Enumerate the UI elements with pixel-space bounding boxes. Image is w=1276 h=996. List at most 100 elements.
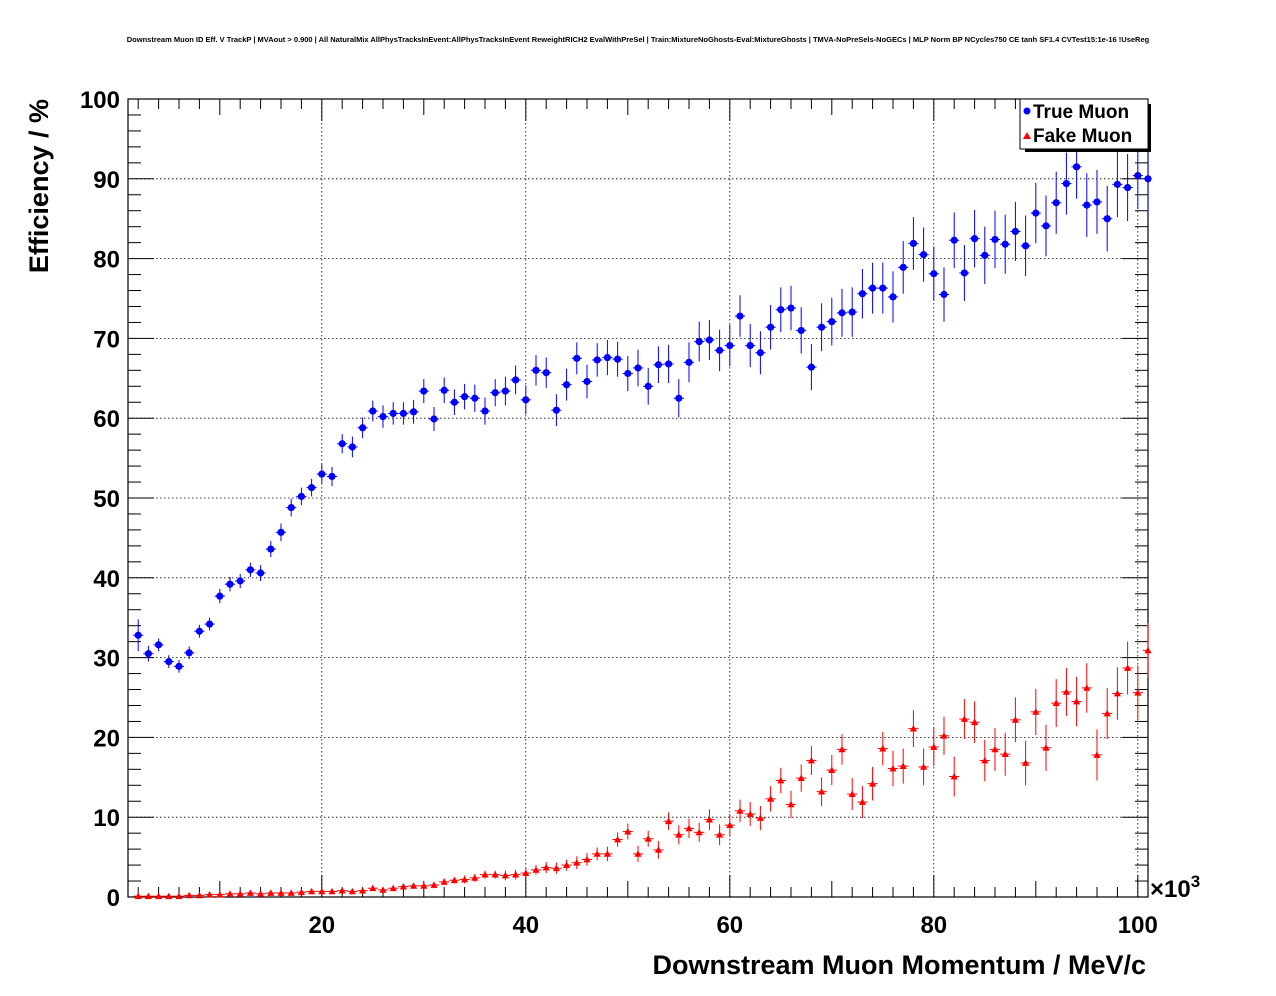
data-point (644, 835, 652, 842)
data-point (624, 369, 632, 378)
data-point (593, 356, 601, 364)
data-point (675, 394, 683, 402)
data-point (461, 875, 469, 883)
data-point (593, 850, 601, 857)
y-axis-title: Efficiency / % (24, 99, 54, 273)
data-point (665, 360, 673, 368)
y-tick-label: 100 (80, 87, 120, 114)
data-point (1073, 163, 1081, 171)
x-tick-label: 40 (512, 912, 539, 939)
data-point (736, 807, 744, 814)
x-tick-label: 80 (920, 912, 947, 939)
data-point (1103, 709, 1111, 717)
data-point (440, 386, 448, 394)
data-point (930, 743, 938, 750)
data-point (552, 406, 561, 414)
data-point (206, 891, 214, 898)
data-point (797, 774, 805, 781)
data-point (399, 409, 407, 418)
data-point (410, 408, 418, 416)
data-point (471, 394, 479, 402)
data-point (185, 649, 193, 657)
data-point (369, 884, 377, 892)
data-point (501, 387, 509, 395)
data-point (461, 393, 469, 401)
data-point (563, 861, 571, 868)
y-tick-label: 60 (93, 406, 120, 433)
data-point (991, 745, 999, 753)
series-true-muon (133, 134, 1152, 673)
y-tick-labels: 0 10 20 30 40 50 60 70 80 90 100 (80, 87, 120, 912)
data-point (797, 326, 805, 335)
data-point (430, 881, 438, 888)
data-point (206, 620, 214, 628)
data-point (603, 850, 611, 857)
data-point (542, 369, 550, 377)
data-point (858, 290, 867, 298)
data-point (879, 744, 887, 752)
data-point (134, 631, 142, 639)
data-point (1001, 750, 1009, 758)
data-point (308, 887, 316, 895)
data-point (807, 363, 816, 371)
data-point (1042, 744, 1050, 751)
data-point (767, 323, 775, 331)
data-point (297, 492, 305, 501)
data-point (644, 382, 652, 390)
data-point (267, 545, 275, 553)
data-point (1144, 175, 1152, 183)
data-point (491, 871, 499, 878)
data-point (624, 827, 632, 835)
data-point (1052, 199, 1060, 207)
data-point (297, 888, 305, 896)
x-axis-multiplier: ×103 (1150, 872, 1200, 903)
legend-box (1019, 98, 1149, 150)
data-point (940, 732, 948, 739)
data-point (1103, 215, 1111, 223)
data-point (818, 323, 826, 331)
data-point (1093, 751, 1101, 758)
y-tick-label: 20 (93, 725, 120, 752)
data-point (246, 566, 254, 574)
data-point (1011, 716, 1019, 723)
data-series (133, 134, 1152, 900)
data-point (909, 239, 918, 248)
data-point (869, 780, 877, 787)
data-point (930, 270, 938, 278)
data-point (583, 377, 591, 386)
data-point (1001, 240, 1009, 248)
data-point (838, 745, 846, 753)
data-point (1113, 689, 1121, 697)
data-point (328, 887, 336, 895)
data-point (705, 815, 713, 823)
data-point (818, 788, 826, 795)
data-point (695, 828, 703, 836)
data-point (899, 263, 907, 271)
data-point (552, 864, 560, 872)
x-tick-label: 100 (1118, 912, 1158, 939)
data-point (155, 641, 163, 649)
legend-label-true-muon: True Muon (1033, 102, 1129, 123)
data-point (216, 592, 224, 600)
data-point (716, 346, 724, 354)
data-point (1022, 242, 1030, 250)
data-point (1083, 201, 1091, 209)
data-point (1124, 664, 1132, 671)
data-point (695, 337, 703, 346)
data-point (685, 358, 693, 366)
data-point (481, 407, 489, 415)
data-point (858, 798, 866, 805)
data-point (634, 850, 642, 857)
data-point (736, 312, 744, 320)
data-point (971, 235, 979, 243)
data-point (236, 890, 244, 897)
data-point (389, 409, 397, 418)
data-point (257, 569, 265, 577)
data-point (399, 883, 407, 890)
data-point (155, 892, 163, 900)
data-point (726, 341, 734, 350)
data-point (909, 725, 917, 732)
data-point (359, 887, 367, 894)
data-point (777, 306, 785, 314)
